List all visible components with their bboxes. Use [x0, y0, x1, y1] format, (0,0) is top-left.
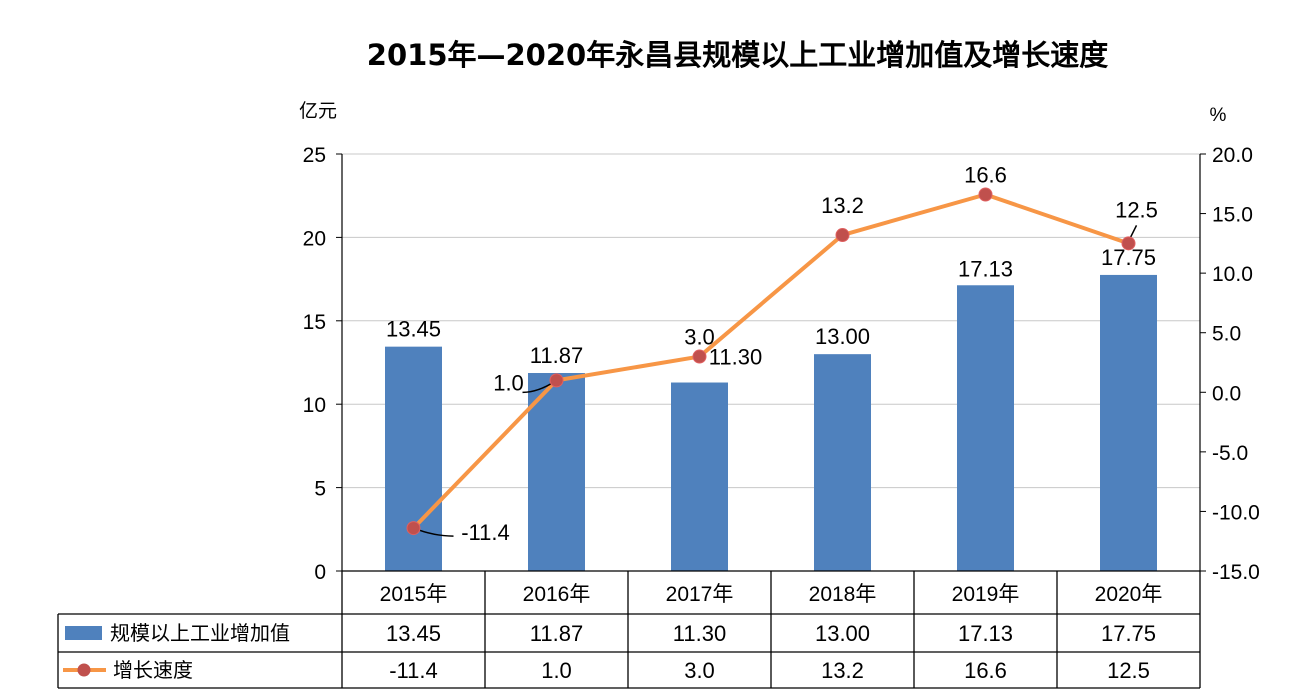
y-left-tick-label: 5 — [314, 478, 326, 501]
legend-line-label: 增长速度 — [113, 659, 193, 682]
y-right-tick-label: -15.0 — [1212, 561, 1260, 584]
bar-value-label: 13.45 — [386, 317, 441, 342]
y-left-tick-label: 0 — [314, 561, 326, 584]
table-line-value: -11.4 — [389, 658, 438, 683]
legend-bar-swatch — [65, 626, 102, 640]
bar-2016年 — [528, 373, 585, 571]
x-tick-label: 2015年 — [380, 583, 448, 606]
table-bar-value: 17.75 — [1101, 621, 1156, 646]
bar-2018年 — [814, 354, 871, 571]
x-tick-label: 2020年 — [1095, 583, 1163, 606]
bar-value-label: 11.30 — [709, 345, 762, 370]
table-bar-value: 13.00 — [815, 621, 870, 646]
y-right-tick-label: -5.0 — [1212, 442, 1248, 465]
table-bar-value: 11.30 — [673, 621, 726, 646]
y-right-tick-label: 10.0 — [1212, 263, 1253, 286]
chart-title: 2015年—2020年永昌县规模以上工业增加值及增长速度 — [366, 38, 1109, 72]
line-value-label: 1.0 — [493, 370, 524, 395]
table-bar-value: 17.13 — [958, 621, 1013, 646]
growth-marker-2019年 — [978, 187, 993, 202]
legend-line-marker — [77, 663, 91, 677]
table-line-value: 3.0 — [684, 658, 715, 683]
legend-bar-label: 规模以上工业增加值 — [110, 622, 290, 645]
growth-marker-2018年 — [835, 228, 850, 243]
y-right-tick-label: 20.0 — [1212, 144, 1253, 167]
growth-marker-2015年 — [406, 521, 421, 536]
y-right-tick-label: -10.0 — [1212, 501, 1260, 524]
growth-marker-2016年 — [549, 373, 564, 388]
bar-value-label: 13.00 — [815, 324, 870, 349]
y-left-tick-label: 15 — [303, 311, 326, 334]
y-left-tick-label: 10 — [303, 394, 326, 417]
line-value-label: -11.4 — [461, 520, 510, 545]
bar-2017年 — [671, 382, 728, 571]
line-value-label: 16.6 — [964, 163, 1007, 188]
y-right-tick-label: 5.0 — [1212, 323, 1241, 346]
y-left-unit: 亿元 — [299, 100, 337, 122]
growth-marker-2017年 — [692, 349, 707, 364]
table-line-value: 12.5 — [1107, 658, 1150, 683]
table-line-value: 13.2 — [821, 658, 864, 683]
y-left-tick-label: 20 — [303, 227, 326, 250]
table-bar-value: 11.87 — [530, 621, 583, 646]
bar-2019年 — [957, 285, 1014, 571]
x-tick-label: 2019年 — [952, 583, 1020, 606]
growth-marker-2020年 — [1121, 236, 1136, 251]
bar-value-label: 17.13 — [958, 256, 1013, 281]
growth-line — [412, 192, 1130, 530]
table-bar-value: 13.45 — [386, 621, 441, 646]
table-line-value: 1.0 — [541, 658, 572, 683]
line-value-label: 3.0 — [684, 325, 715, 350]
y-right-unit: % — [1210, 105, 1227, 126]
y-left-tick-label: 25 — [303, 144, 326, 167]
bar-2015年 — [385, 346, 442, 571]
table-line-value: 16.6 — [964, 658, 1007, 683]
bar-2020年 — [1100, 274, 1157, 571]
y-right-tick-label: 15.0 — [1212, 204, 1253, 227]
bar-value-label: 11.87 — [530, 343, 583, 368]
y-right-tick-label: 0.0 — [1212, 382, 1241, 405]
x-tick-label: 2016年 — [523, 583, 591, 606]
x-tick-label: 2017年 — [666, 583, 734, 606]
line-value-label: 12.5 — [1115, 197, 1158, 222]
x-tick-label: 2018年 — [809, 583, 877, 606]
line-value-label: 13.2 — [821, 193, 864, 218]
